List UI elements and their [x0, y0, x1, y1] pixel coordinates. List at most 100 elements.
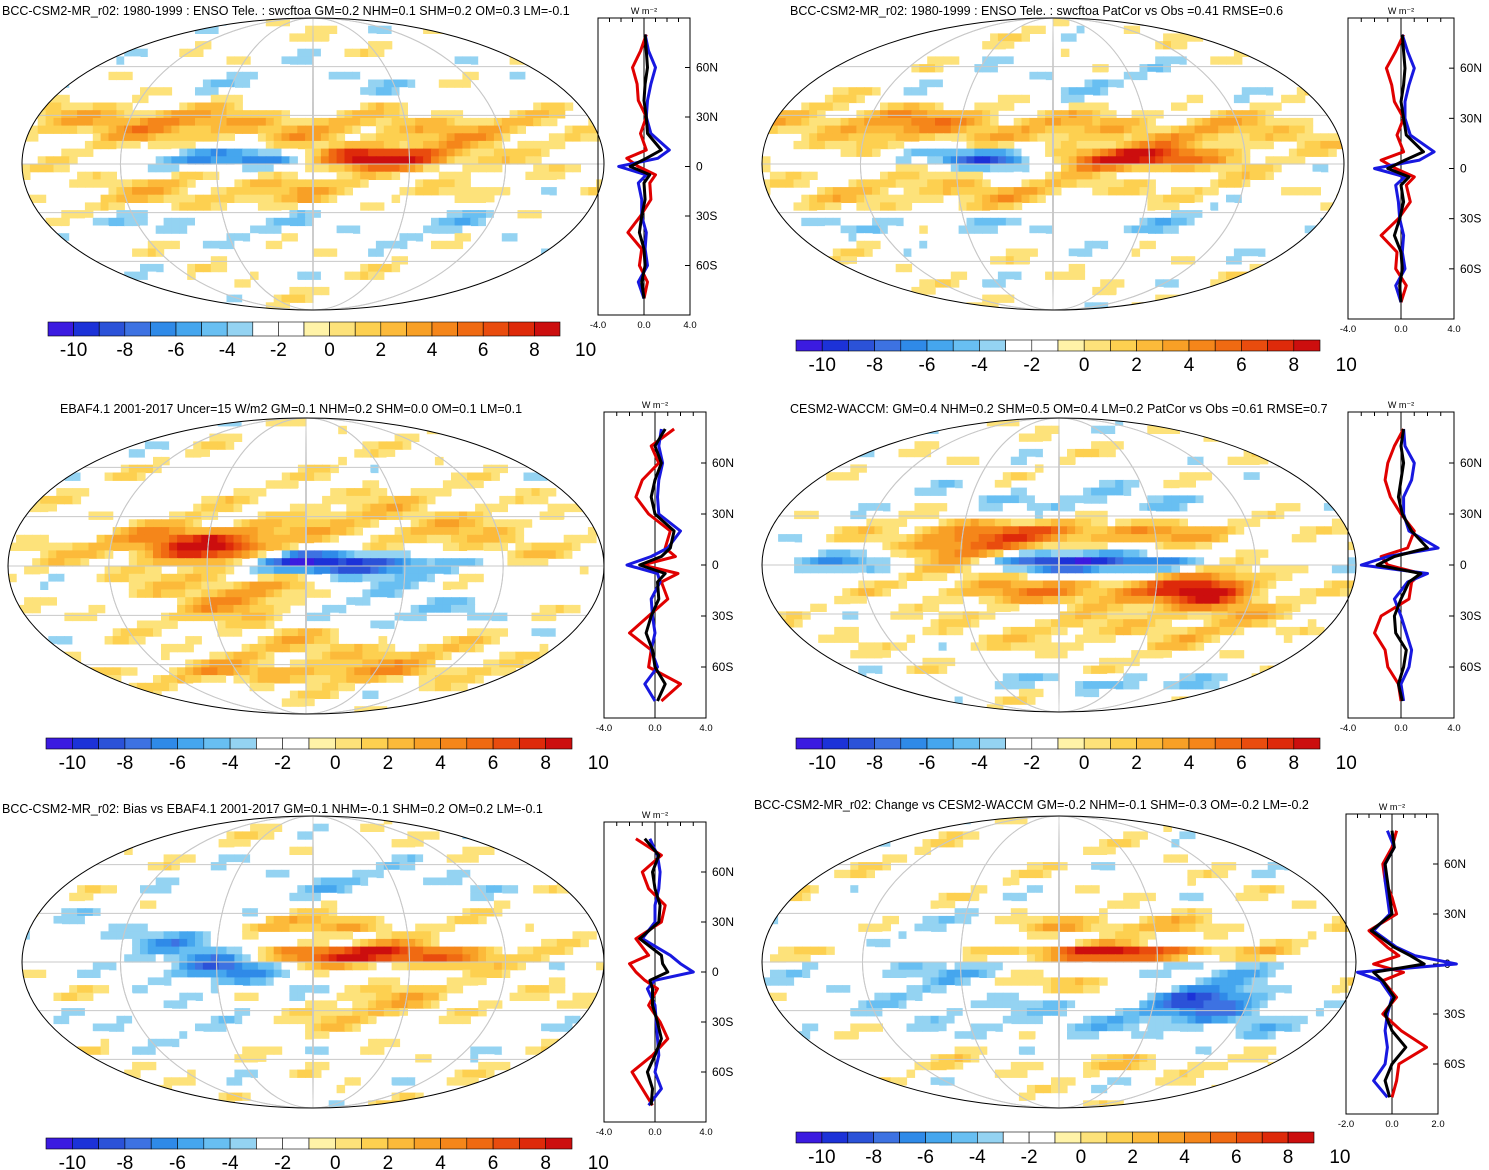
- map-cell: [250, 225, 259, 234]
- map-cell: [193, 503, 202, 513]
- map-cell: [265, 433, 275, 442]
- map-cell: [297, 511, 307, 520]
- map-cell: [418, 550, 428, 559]
- map-cell: [1013, 125, 1023, 134]
- map-cell: [840, 140, 850, 150]
- map-cell: [938, 526, 948, 535]
- map-cell: [153, 456, 162, 466]
- map-cell: [1034, 464, 1044, 473]
- map-cell: [217, 620, 227, 629]
- map-cell: [911, 125, 920, 134]
- map-cell: [762, 41, 771, 50]
- map-cell: [378, 511, 388, 520]
- lat-tick-label: 0: [1460, 162, 1467, 176]
- map-cell: [856, 217, 865, 227]
- map-cell: [1155, 418, 1164, 427]
- map-cell: [1147, 518, 1156, 527]
- map-cell: [140, 164, 149, 173]
- map-cell: [1005, 94, 1015, 104]
- map-cell: [890, 518, 899, 527]
- map-cell: [370, 550, 380, 559]
- map-cell: [1265, 302, 1274, 310]
- map-cell: [225, 628, 235, 637]
- map-cell: [305, 133, 314, 142]
- map-cell: [431, 225, 440, 234]
- map-cell: [935, 233, 944, 242]
- map-cell: [478, 148, 487, 157]
- map-cell: [864, 64, 873, 73]
- map-cell: [234, 79, 243, 88]
- map-cell: [1187, 479, 1196, 489]
- map-cell: [431, 18, 440, 27]
- map-cell: [297, 33, 306, 42]
- map-cell: [1005, 225, 1015, 234]
- map-cell: [281, 179, 290, 188]
- map-cell: [202, 263, 212, 273]
- map-cell: [210, 148, 220, 157]
- map-cell: [418, 651, 428, 661]
- map-cell: [942, 41, 952, 50]
- map-cell: [362, 519, 372, 528]
- map-cell: [375, 79, 385, 88]
- map-cell: [1336, 217, 1344, 227]
- map-cell: [895, 87, 905, 96]
- map-cell: [147, 25, 157, 34]
- map-cell: [1307, 433, 1317, 442]
- map-cell: [887, 102, 897, 111]
- map-cell: [451, 495, 460, 505]
- map-cell: [249, 604, 259, 614]
- map-cell: [360, 71, 369, 81]
- map-cell: [832, 87, 842, 96]
- map-cell: [305, 164, 314, 173]
- map-cell: [579, 566, 589, 575]
- map-cell: [328, 187, 338, 196]
- map-cell: [919, 79, 928, 88]
- map-cell: [475, 589, 484, 598]
- map-cell: [1243, 456, 1253, 465]
- map-cell: [153, 441, 162, 450]
- map-cell: [241, 527, 251, 536]
- map-cell: [470, 156, 479, 165]
- map-cell: [233, 651, 243, 661]
- colorbar-label: -8: [116, 753, 133, 774]
- map-cell: [394, 667, 404, 676]
- map-cell: [563, 620, 573, 629]
- map-cell: [77, 210, 86, 219]
- map-cell: [1155, 495, 1164, 504]
- map-cell: [402, 659, 412, 668]
- map-cell: [446, 156, 456, 165]
- map-cell: [346, 667, 355, 676]
- map-cell: [80, 464, 90, 474]
- map-cell: [187, 48, 196, 57]
- map-cell: [128, 604, 138, 614]
- lat-tick-label: 60N: [1460, 61, 1482, 75]
- map-cell: [539, 690, 549, 699]
- map-cell: [911, 302, 920, 310]
- map-cell: [938, 418, 948, 427]
- map-cell: [1323, 448, 1333, 458]
- map-cell: [1005, 140, 1015, 150]
- map-cell: [383, 71, 393, 81]
- map-cell: [942, 279, 952, 288]
- map-cell: [171, 125, 180, 134]
- map-cell: [596, 164, 604, 173]
- colorbar-swatch: [387, 737, 415, 750]
- map-cell: [193, 441, 202, 450]
- map-cell: [431, 240, 440, 250]
- map-cell: [69, 286, 78, 296]
- map-cell: [1299, 487, 1309, 496]
- map-cell: [1186, 148, 1196, 157]
- map-cell: [1123, 117, 1133, 127]
- map-cell: [467, 589, 476, 598]
- map-cell: [1328, 87, 1337, 96]
- map-cell: [273, 636, 283, 645]
- map-cell: [169, 675, 178, 684]
- map-cell: [974, 171, 983, 180]
- map-cell: [966, 156, 975, 165]
- map-cell: [161, 519, 170, 528]
- map-cell: [1171, 479, 1180, 489]
- map-cell: [410, 519, 420, 528]
- map-cell: [1186, 240, 1196, 250]
- map-cell: [265, 64, 275, 73]
- map-cell: [116, 271, 125, 280]
